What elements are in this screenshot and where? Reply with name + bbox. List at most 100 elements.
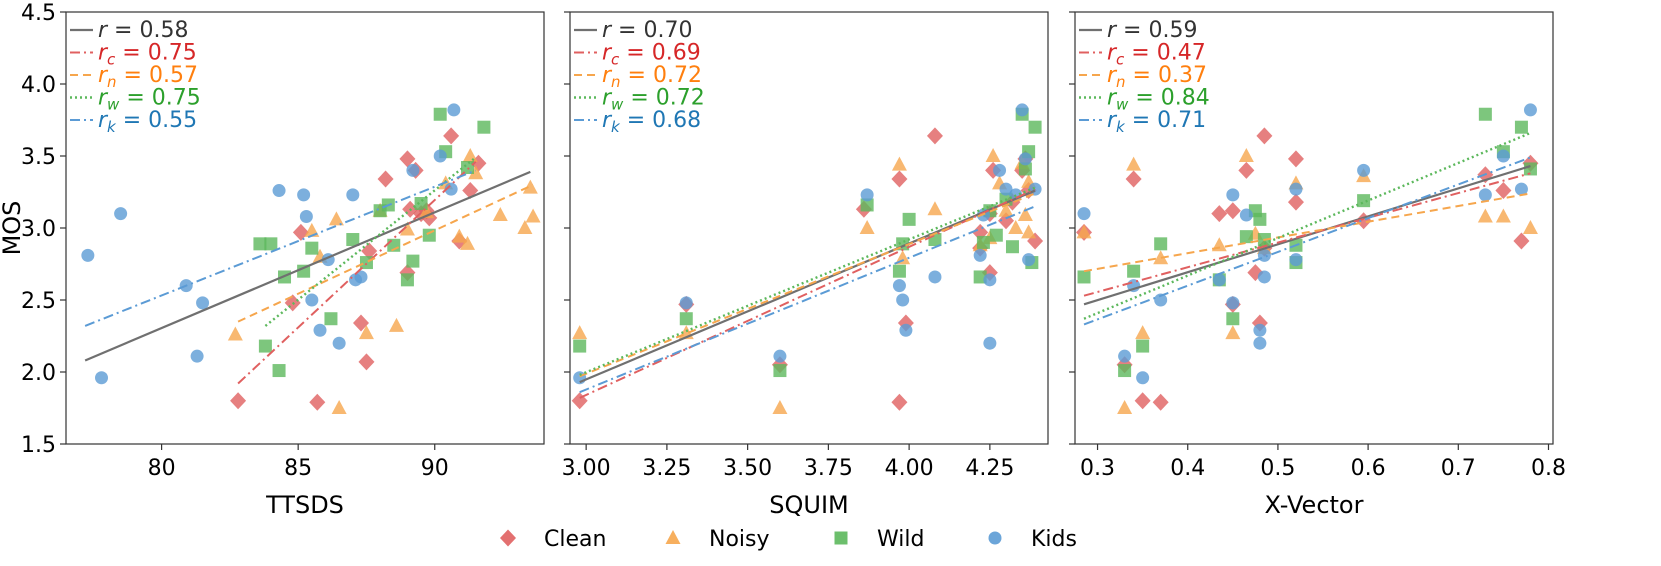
point-noisy-squim-12 xyxy=(1008,220,1024,234)
point-wild-squim-13 xyxy=(1005,240,1019,254)
point-kids-xvector-18 xyxy=(1514,182,1528,196)
correlation-text-clean-xvector: rc = 0.47 xyxy=(1107,41,1206,69)
point-wild-xvector-3 xyxy=(1136,339,1150,353)
point-kids-ttsds-9 xyxy=(305,293,319,307)
point-kids-squim-17 xyxy=(1022,253,1036,267)
x-tick-label-squim-5: 4.25 xyxy=(965,456,1014,481)
point-kids-squim-10 xyxy=(983,273,997,287)
point-noisy-xvector-1 xyxy=(1117,400,1133,414)
point-clean-xvector-6 xyxy=(1224,202,1241,220)
fit-line-kids-squim xyxy=(579,205,1036,394)
fit-lines-squim xyxy=(579,186,1036,399)
x-tick-label-xvector-0: 0.3 xyxy=(1080,456,1115,481)
point-noisy-ttsds-18 xyxy=(525,208,541,223)
point-noisy-xvector-3 xyxy=(1135,325,1151,340)
point-clean-xvector-8 xyxy=(1238,161,1255,179)
ticks-xvector: 0.3 0.4 0.5 0.6 0.7 0.8 xyxy=(1069,11,1566,481)
point-kids-ttsds-6 xyxy=(272,184,286,198)
point-wild-ttsds-7 xyxy=(324,312,338,326)
point-kids-xvector-6 xyxy=(1226,188,1240,202)
legend-marker-wild xyxy=(834,531,848,545)
point-clean-ttsds-7 xyxy=(377,170,394,188)
point-noisy-squim-5 xyxy=(895,250,911,265)
correlation-text-all-ttsds: r = 0.58 xyxy=(98,18,188,43)
point-kids-squim-7 xyxy=(928,270,942,284)
x-tick-label-squim-3: 3.75 xyxy=(804,456,853,481)
x-tick-label-xvector-1: 0.4 xyxy=(1170,456,1205,481)
point-clean-ttsds-2 xyxy=(292,223,309,241)
point-wild-ttsds-5 xyxy=(297,264,311,278)
fit-line-wild-xvector xyxy=(1083,131,1531,320)
point-noisy-squim-14 xyxy=(1017,207,1033,222)
point-noisy-squim-11 xyxy=(998,202,1014,217)
point-clean-ttsds-5 xyxy=(361,242,378,260)
point-kids-squim-3 xyxy=(860,188,874,202)
legend-marker-noisy xyxy=(665,530,681,544)
point-kids-xvector-19 xyxy=(1523,103,1537,117)
point-wild-squim-4 xyxy=(892,264,906,278)
point-kids-xvector-15 xyxy=(1357,163,1371,177)
point-wild-ttsds-8 xyxy=(346,233,360,247)
x-tick-label-xvector-5: 0.8 xyxy=(1531,456,1566,481)
fit-line-wild-squim xyxy=(579,186,1036,376)
points-xvector xyxy=(1076,103,1539,414)
point-clean-xvector-3 xyxy=(1134,392,1151,410)
point-kids-ttsds-0 xyxy=(81,248,95,262)
legend-label-clean: Clean xyxy=(544,527,606,552)
correlation-text-noisy-xvector: rn = 0.37 xyxy=(1107,63,1207,91)
point-kids-squim-11 xyxy=(983,336,997,350)
x-axis-label-squim: SQUIM xyxy=(769,491,848,519)
x-tick-label-squim-1: 3.25 xyxy=(642,456,691,481)
point-clean-xvector-4 xyxy=(1152,393,1169,411)
point-noisy-ttsds-17 xyxy=(522,179,538,194)
point-noisy-ttsds-16 xyxy=(517,220,533,234)
point-wild-ttsds-9 xyxy=(359,256,373,270)
point-noisy-xvector-14 xyxy=(1522,220,1538,234)
correlation-text-noisy-ttsds: rn = 0.57 xyxy=(98,63,198,91)
ticks-ttsds: 80 85 90 1.5 2.0 2.5 3.0 3.5 4.0 4.5 xyxy=(21,1,449,481)
point-noisy-xvector-7 xyxy=(1238,148,1254,162)
point-noisy-ttsds-14 xyxy=(468,165,484,180)
fit-lines-xvector xyxy=(1083,131,1531,326)
point-kids-ttsds-16 xyxy=(406,163,420,177)
correlation-text-kids-squim: rk = 0.68 xyxy=(602,108,701,136)
point-noisy-ttsds-0 xyxy=(227,326,243,341)
point-wild-xvector-14 xyxy=(1478,107,1492,121)
points-squim xyxy=(571,103,1044,414)
point-clean-ttsds-0 xyxy=(230,392,247,410)
point-kids-ttsds-18 xyxy=(444,182,458,196)
ticks-squim: 3.00 3.25 3.50 3.75 4.00 4.25 xyxy=(562,11,1014,481)
point-kids-xvector-7 xyxy=(1226,296,1240,310)
legend: Clean Noisy Wild Kids xyxy=(500,527,1077,552)
legend-label-noisy: Noisy xyxy=(709,527,770,552)
point-kids-xvector-10 xyxy=(1253,336,1267,350)
point-noisy-xvector-2 xyxy=(1126,156,1142,171)
point-wild-xvector-17 xyxy=(1523,162,1537,176)
fit-line-clean-ttsds xyxy=(237,161,477,385)
point-noisy-squim-2 xyxy=(772,400,788,414)
point-noisy-ttsds-15 xyxy=(492,207,508,222)
point-noisy-squim-16 xyxy=(1021,224,1037,239)
point-noisy-xvector-12 xyxy=(1477,208,1493,223)
y-tick-label-2: 2.5 xyxy=(21,289,56,314)
point-wild-squim-9 xyxy=(976,235,990,249)
correlation-text-clean-squim: rc = 0.69 xyxy=(602,41,701,69)
point-kids-squim-6 xyxy=(899,323,913,337)
point-noisy-xvector-13 xyxy=(1495,208,1511,223)
x-tick-label-xvector-3: 0.6 xyxy=(1351,456,1386,481)
point-wild-ttsds-3 xyxy=(272,364,286,378)
point-kids-xvector-16 xyxy=(1478,188,1492,202)
point-wild-xvector-4 xyxy=(1154,237,1168,251)
point-clean-squim-7 xyxy=(926,127,943,145)
point-wild-xvector-9 xyxy=(1253,212,1267,226)
point-wild-ttsds-14 xyxy=(406,254,420,268)
y-tick-label-5: 4.0 xyxy=(21,73,56,98)
x-tick-label-xvector-2: 0.5 xyxy=(1260,456,1295,481)
point-wild-squim-11 xyxy=(989,228,1003,242)
point-noisy-ttsds-7 xyxy=(389,317,405,332)
point-wild-squim-6 xyxy=(902,212,916,226)
point-kids-xvector-9 xyxy=(1253,323,1267,337)
correlation-text-kids-xvector: rk = 0.71 xyxy=(1107,108,1206,136)
